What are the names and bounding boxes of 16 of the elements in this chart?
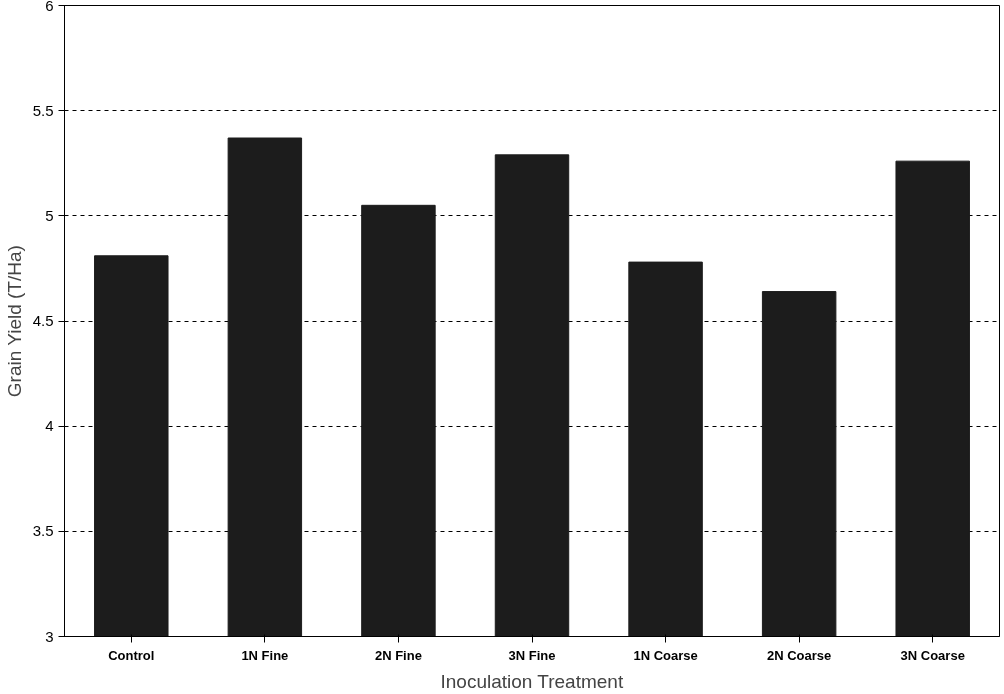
- x-tick-label: 3N Coarse: [900, 647, 965, 663]
- x-tick-label: 1N Fine: [241, 647, 289, 663]
- x-tick-label: 2N Fine: [374, 647, 422, 663]
- y-tick-label: 5: [45, 206, 54, 224]
- y-tick-label: 3: [45, 627, 54, 645]
- y-tick-label: 3.5: [32, 522, 54, 540]
- y-tick-label: 6: [45, 0, 54, 14]
- y-tick-label: 4: [45, 417, 54, 435]
- y-tick-label: 4.5: [32, 312, 54, 329]
- y-axis-title: Grain Yield (T/Ha): [3, 245, 25, 398]
- y-tick-label: 5.5: [32, 101, 54, 119]
- x-tick-label: 2N Coarse: [766, 647, 832, 663]
- x-tick-label: 3N Fine: [508, 647, 556, 663]
- x-tick-label: Control: [108, 647, 155, 663]
- x-axis-title: Inoculation Treatment: [440, 670, 624, 692]
- x-tick-label: 1N Coarse: [633, 647, 698, 663]
